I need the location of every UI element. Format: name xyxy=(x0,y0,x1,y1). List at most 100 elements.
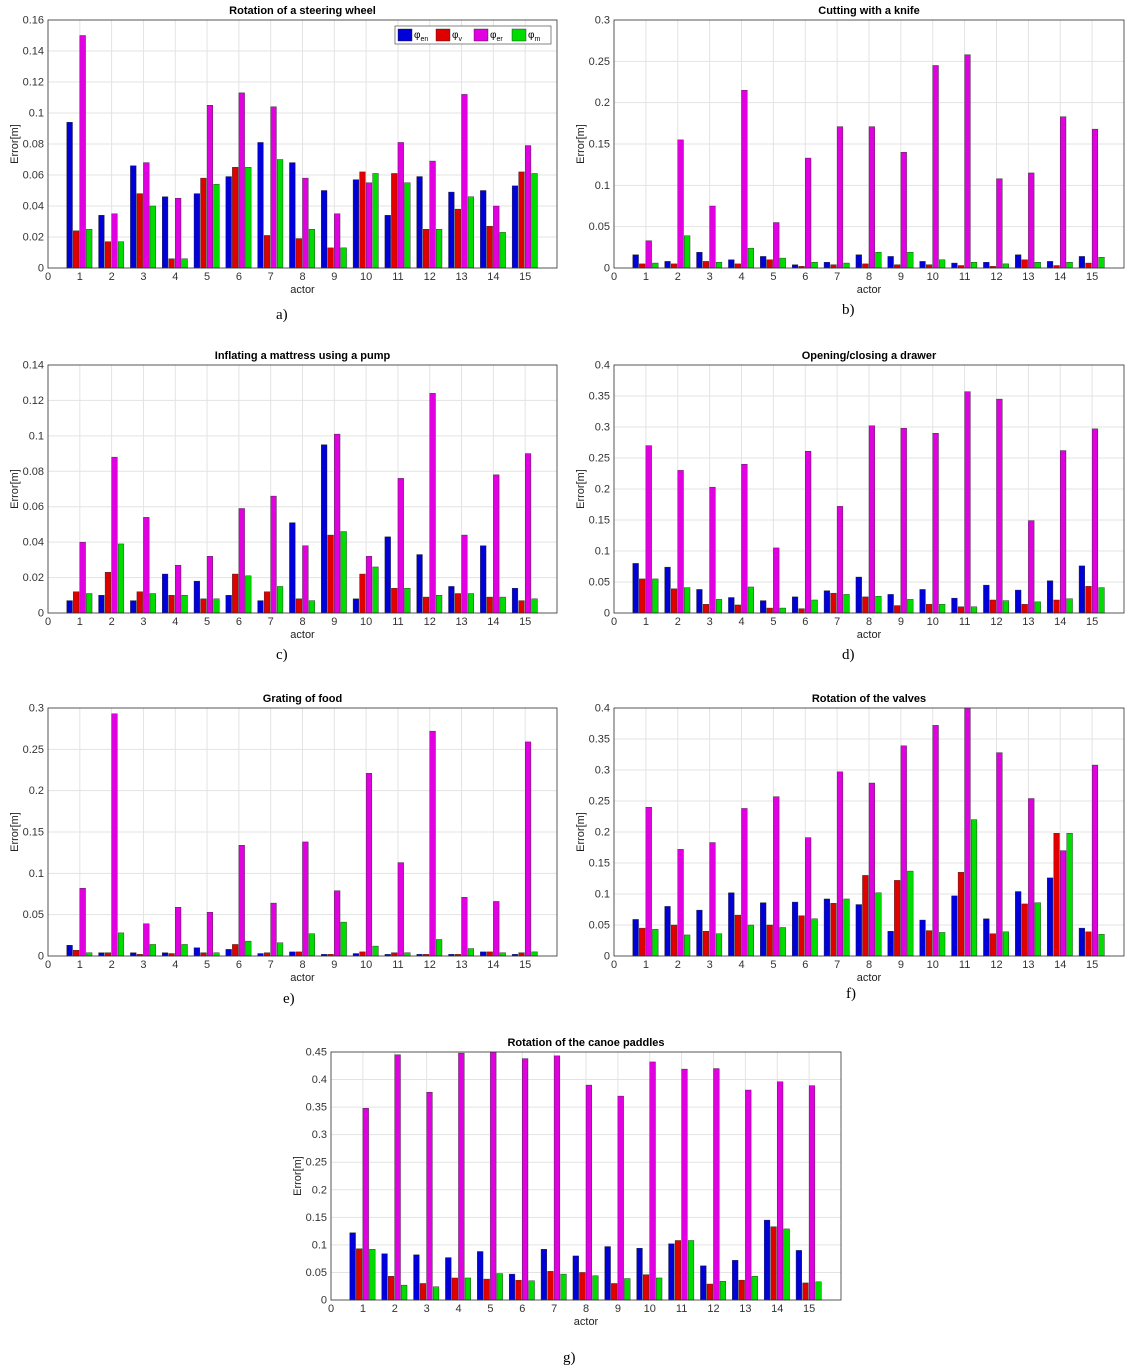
bar xyxy=(200,177,207,269)
bar xyxy=(632,563,639,614)
bar xyxy=(747,586,754,614)
y-tick-label: 0.08 xyxy=(23,466,44,478)
bar xyxy=(162,573,169,614)
x-tick-label: 1 xyxy=(643,271,649,283)
y-tick-label: 0.3 xyxy=(595,765,610,777)
chart-title: Cutting with a knife xyxy=(818,5,919,17)
x-tick-label: 13 xyxy=(455,616,467,628)
bar xyxy=(225,949,232,957)
bar xyxy=(206,105,213,269)
bar xyxy=(645,806,652,957)
bar xyxy=(401,1284,408,1301)
bar xyxy=(887,930,894,957)
bar xyxy=(1046,877,1054,957)
bar xyxy=(461,94,468,269)
bar xyxy=(983,262,990,269)
bar xyxy=(747,924,754,957)
bar xyxy=(372,566,379,614)
bar xyxy=(365,773,373,957)
x-tick-label: 14 xyxy=(1054,271,1066,283)
bar xyxy=(515,1279,522,1301)
bar xyxy=(213,184,220,269)
y-tick-label: 0.05 xyxy=(589,577,610,589)
bar xyxy=(560,1273,567,1301)
bar xyxy=(830,264,837,269)
y-tick-label: 0.2 xyxy=(595,484,610,496)
bar xyxy=(359,951,366,957)
x-tick-label: 5 xyxy=(770,959,776,971)
bar xyxy=(715,933,723,957)
bar xyxy=(181,595,188,614)
bar xyxy=(741,90,748,269)
bar xyxy=(802,1282,809,1301)
y-tick-label: 0.25 xyxy=(589,796,610,808)
bar xyxy=(1060,450,1067,614)
x-tick-label: 3 xyxy=(140,616,146,628)
bar xyxy=(381,1253,388,1301)
bar xyxy=(547,1271,554,1301)
x-tick-label: 4 xyxy=(455,1303,461,1315)
chart-panel-c: 0 0.02 0.04 0.06 0.08 0.1 0.12 0.14 0 1 2 3 4 5 6 7 8 9 10… xyxy=(0,345,565,645)
caption-e: e) xyxy=(283,991,295,1007)
y-tick-label: 0.4 xyxy=(595,360,610,372)
bar xyxy=(98,952,105,957)
bar xyxy=(257,142,264,269)
bar xyxy=(970,819,978,957)
bar xyxy=(907,599,914,614)
bar xyxy=(702,930,710,957)
bar xyxy=(321,190,328,269)
bar xyxy=(668,1243,675,1301)
bar xyxy=(696,589,703,614)
y-axis-label: Error[m] xyxy=(292,1156,304,1196)
bar xyxy=(245,167,252,269)
bar xyxy=(79,541,86,614)
x-tick-label: 3 xyxy=(424,1303,430,1315)
bar xyxy=(1098,934,1105,957)
y-tick-label: 0.35 xyxy=(589,734,610,746)
x-tick-label: 6 xyxy=(236,616,242,628)
bar xyxy=(684,587,691,614)
bar xyxy=(855,904,862,957)
y-tick-label: 0.06 xyxy=(23,170,44,182)
chart-panel-e: 0 0.05 0.1 0.15 0.2 0.25 0.3 0 1 2 3 4 5 6 7 8 9 10 11 12 13… xyxy=(0,688,565,988)
x-tick-label: 10 xyxy=(927,616,939,628)
y-axis-label: Error[m] xyxy=(575,812,587,852)
bar xyxy=(702,604,710,614)
bar xyxy=(926,930,933,957)
bar xyxy=(289,522,296,614)
bar xyxy=(369,1249,376,1301)
y-tick-label: 0.4 xyxy=(595,703,610,715)
bar xyxy=(308,229,315,269)
bar xyxy=(413,1254,420,1301)
plot-frame xyxy=(47,364,558,614)
bar xyxy=(1002,931,1009,957)
bar xyxy=(391,952,398,957)
bar xyxy=(225,176,232,269)
bar xyxy=(143,162,150,269)
x-axis-label: actor xyxy=(290,629,315,641)
bar xyxy=(486,596,493,614)
bar xyxy=(1015,589,1022,614)
x-tick-label: 4 xyxy=(172,271,178,283)
y-axis-label: Error[m] xyxy=(9,812,21,852)
x-tick-label: 1 xyxy=(643,959,649,971)
bar xyxy=(624,1278,631,1301)
bar xyxy=(372,945,379,957)
y-tick-label: 0.16 xyxy=(23,15,44,27)
bar xyxy=(732,1260,739,1301)
caption-g: g) xyxy=(563,1350,576,1366)
bar xyxy=(664,261,671,269)
bar xyxy=(572,1255,579,1301)
bar xyxy=(1015,891,1022,957)
bar xyxy=(175,198,182,269)
bar xyxy=(98,595,105,614)
bar xyxy=(213,952,220,957)
bar xyxy=(830,903,837,957)
bar xyxy=(773,547,780,614)
x-axis-label: actor xyxy=(857,284,882,296)
bar xyxy=(86,229,93,269)
bar xyxy=(715,262,723,269)
bar xyxy=(836,126,844,269)
bar xyxy=(656,1277,663,1301)
bar xyxy=(73,950,80,957)
